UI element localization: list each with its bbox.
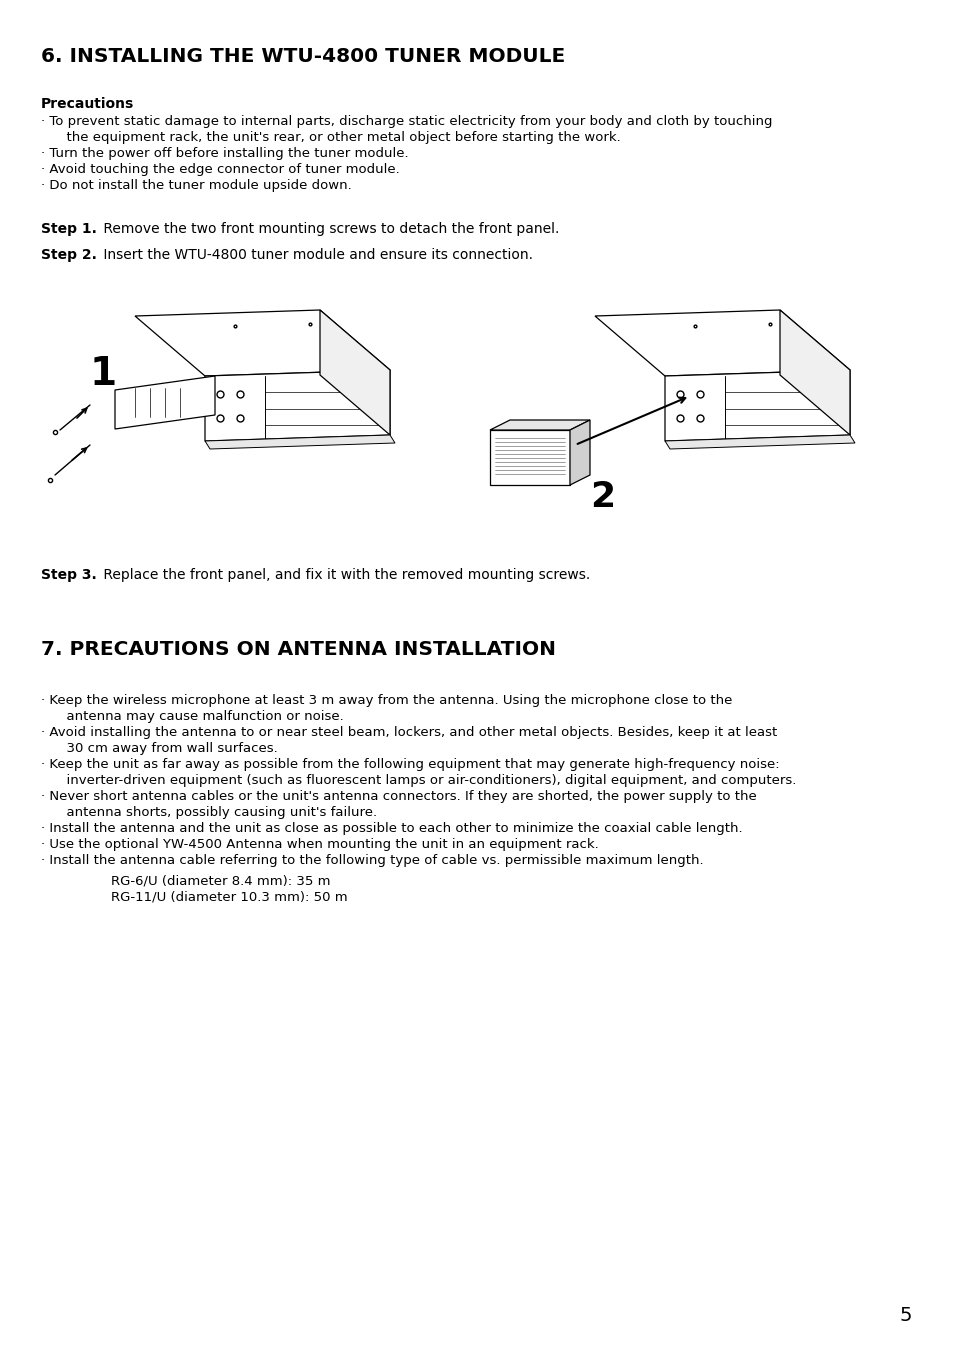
- Text: Precautions: Precautions: [41, 97, 134, 111]
- Text: Step 1.: Step 1.: [41, 222, 97, 236]
- Text: 7. PRECAUTIONS ON ANTENNA INSTALLATION: 7. PRECAUTIONS ON ANTENNA INSTALLATION: [41, 640, 556, 659]
- Polygon shape: [664, 370, 849, 440]
- Text: Step 3.: Step 3.: [41, 567, 96, 582]
- Text: Replace the front panel, and fix it with the removed mounting screws.: Replace the front panel, and fix it with…: [99, 567, 590, 582]
- Text: · To prevent static damage to internal parts, discharge static electricity from : · To prevent static damage to internal p…: [41, 115, 772, 128]
- Text: the equipment rack, the unit's rear, or other metal object before starting the w: the equipment rack, the unit's rear, or …: [58, 131, 620, 145]
- Text: Step 2.: Step 2.: [41, 249, 97, 262]
- Text: RG-6/U (diameter 8.4 mm): 35 m: RG-6/U (diameter 8.4 mm): 35 m: [111, 874, 330, 888]
- Text: · Avoid installing the antenna to or near steel beam, lockers, and other metal o: · Avoid installing the antenna to or nea…: [41, 725, 777, 739]
- Text: RG-11/U (diameter 10.3 mm): 50 m: RG-11/U (diameter 10.3 mm): 50 m: [111, 890, 347, 902]
- Text: Insert the WTU-4800 tuner module and ensure its connection.: Insert the WTU-4800 tuner module and ens…: [99, 249, 533, 262]
- Text: · Install the antenna cable referring to the following type of cable vs. permiss: · Install the antenna cable referring to…: [41, 854, 703, 867]
- Polygon shape: [135, 309, 390, 376]
- Text: 5: 5: [899, 1306, 911, 1325]
- Text: · Keep the wireless microphone at least 3 m away from the antenna. Using the mic: · Keep the wireless microphone at least …: [41, 694, 732, 707]
- Text: · Turn the power off before installing the tuner module.: · Turn the power off before installing t…: [41, 147, 408, 159]
- Polygon shape: [569, 420, 589, 485]
- Text: Remove the two front mounting screws to detach the front panel.: Remove the two front mounting screws to …: [99, 222, 558, 236]
- Text: · Install the antenna and the unit as close as possible to each other to minimiz: · Install the antenna and the unit as cl…: [41, 821, 741, 835]
- Polygon shape: [490, 430, 569, 485]
- Polygon shape: [780, 309, 849, 435]
- Text: 1: 1: [90, 355, 117, 393]
- Polygon shape: [319, 309, 390, 435]
- Text: · Never short antenna cables or the unit's antenna connectors. If they are short: · Never short antenna cables or the unit…: [41, 790, 756, 802]
- Polygon shape: [205, 435, 395, 449]
- Text: 6. INSTALLING THE WTU-4800 TUNER MODULE: 6. INSTALLING THE WTU-4800 TUNER MODULE: [41, 47, 565, 66]
- Polygon shape: [115, 376, 214, 430]
- Text: · Keep the unit as far away as possible from the following equipment that may ge: · Keep the unit as far away as possible …: [41, 758, 779, 771]
- Text: · Avoid touching the edge connector of tuner module.: · Avoid touching the edge connector of t…: [41, 163, 399, 176]
- Polygon shape: [205, 370, 390, 440]
- Text: antenna may cause malfunction or noise.: antenna may cause malfunction or noise.: [58, 711, 343, 723]
- Text: · Do not install the tuner module upside down.: · Do not install the tuner module upside…: [41, 178, 352, 192]
- Text: inverter-driven equipment (such as fluorescent lamps or air-conditioners), digit: inverter-driven equipment (such as fluor…: [58, 774, 796, 788]
- Text: antenna shorts, possibly causing unit's failure.: antenna shorts, possibly causing unit's …: [58, 807, 376, 819]
- Text: · Use the optional YW-4500 Antenna when mounting the unit in an equipment rack.: · Use the optional YW-4500 Antenna when …: [41, 838, 598, 851]
- Polygon shape: [595, 309, 849, 376]
- Text: 30 cm away from wall surfaces.: 30 cm away from wall surfaces.: [58, 742, 277, 755]
- Polygon shape: [490, 420, 589, 430]
- Polygon shape: [664, 435, 854, 449]
- Text: 2: 2: [589, 480, 615, 513]
